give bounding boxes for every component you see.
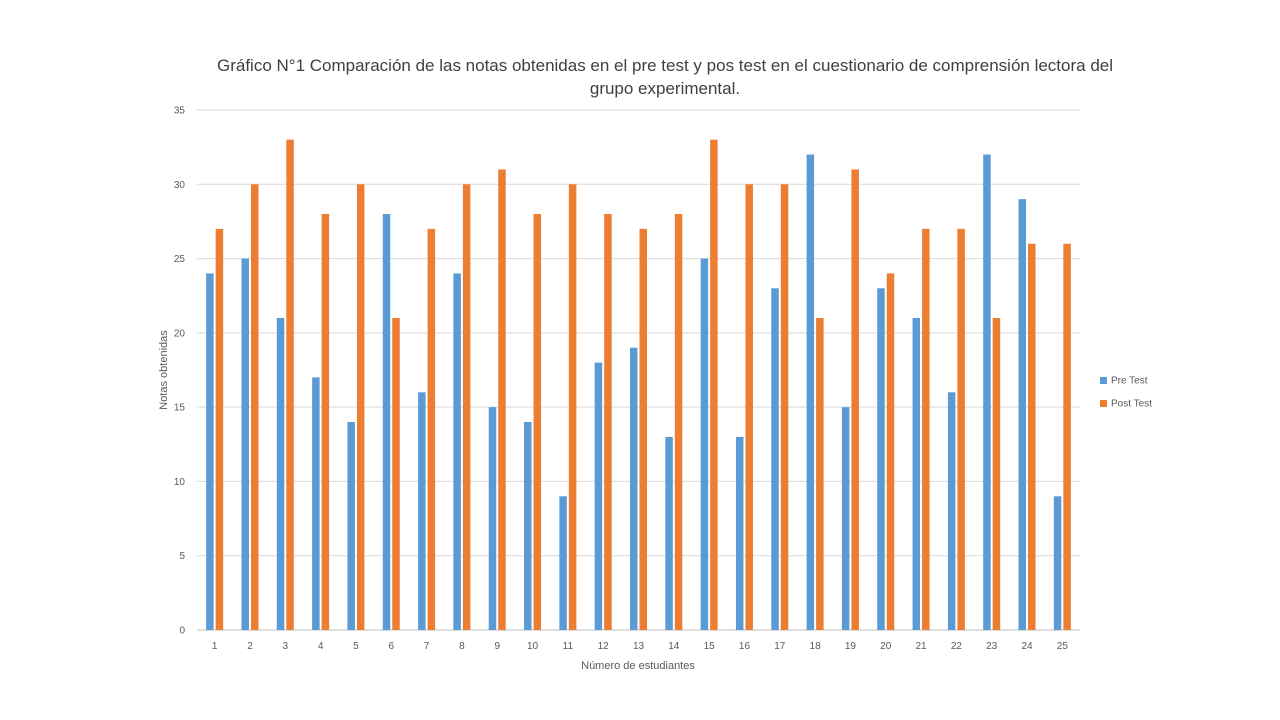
x-tick-label: 6	[388, 641, 394, 652]
x-tick-label: 10	[527, 641, 539, 652]
bar-post-test	[392, 318, 400, 630]
bar-post-test	[286, 139, 294, 630]
x-tick-label: 21	[915, 641, 927, 652]
x-tick-label: 11	[563, 641, 574, 652]
legend-label-pre-test: Pre Test	[1111, 376, 1148, 387]
bar-post-test	[250, 184, 259, 631]
legend-label-post-test: Post Test	[1111, 399, 1152, 410]
bar-post-test	[604, 214, 612, 630]
x-tick-label: 9	[494, 641, 500, 652]
x-tick-label: 16	[739, 641, 751, 652]
x-tick-label: 4	[318, 641, 324, 652]
bar-pre-test	[559, 496, 567, 630]
x-tick-label: 25	[1057, 641, 1069, 652]
legend-swatch-post-test	[1100, 400, 1107, 407]
x-tick-label: 14	[668, 641, 680, 652]
bar-post-test	[356, 184, 365, 631]
bar-pre-test	[418, 392, 426, 630]
bar-post-test	[816, 318, 824, 630]
bar-pre-test	[735, 436, 744, 630]
legend: Pre Test Post Test	[1100, 376, 1152, 410]
bar-post-test	[215, 228, 224, 630]
bar-post-test	[851, 169, 859, 630]
x-tick-label: 24	[1021, 641, 1033, 652]
y-tick-label: 10	[174, 477, 186, 488]
y-tick-label: 0	[179, 626, 185, 637]
bar-pre-test	[276, 318, 285, 630]
chart-title: Gráfico N°1 Comparación de las notas obt…	[216, 56, 1114, 98]
bar-pre-test	[877, 288, 885, 630]
bar-post-test	[780, 184, 789, 631]
x-tick-label: 18	[810, 641, 822, 652]
x-tick-label: 23	[986, 641, 998, 652]
bar-pre-test	[347, 422, 355, 630]
x-tick-label: 8	[459, 641, 465, 652]
y-tick-label: 35	[174, 106, 186, 117]
x-tick-label: 13	[633, 641, 645, 652]
bar-post-test	[639, 228, 647, 630]
bar-pre-test	[841, 407, 850, 630]
bars	[206, 139, 1071, 631]
bar-post-test	[992, 318, 1001, 630]
bar-post-test	[886, 273, 895, 630]
bar-pre-test	[983, 154, 991, 631]
bar-pre-test	[665, 436, 673, 630]
y-tick-label: 30	[174, 180, 186, 191]
bar-post-test	[533, 214, 542, 630]
bar-post-test	[745, 184, 753, 631]
bar-pre-test	[630, 347, 638, 630]
bar-pre-test	[206, 273, 214, 630]
bar-pre-test	[524, 422, 532, 630]
bar-post-test	[1063, 243, 1071, 630]
bar-pre-test	[241, 258, 249, 630]
x-tick-label: 15	[704, 641, 716, 652]
bar-pre-test	[912, 318, 921, 630]
y-tick-label: 20	[174, 328, 186, 339]
bar-post-test	[568, 184, 577, 631]
x-tick-label: 2	[247, 641, 253, 652]
bar-post-test	[922, 228, 930, 630]
y-tick-label: 15	[174, 403, 186, 414]
bar-pre-test	[382, 214, 391, 630]
bar-pre-test	[771, 288, 779, 630]
bar-post-test	[710, 139, 718, 630]
legend-swatch-pre-test	[1100, 377, 1107, 384]
y-axis-label: Notas obtenidas	[158, 330, 170, 410]
x-tick-label: 17	[774, 641, 786, 652]
bar-post-test	[462, 184, 471, 631]
x-tick-label: 22	[951, 641, 963, 652]
bar-post-test	[1028, 243, 1036, 630]
x-axis-label: Número de estudiantes	[581, 660, 695, 672]
gridlines	[197, 109, 1080, 631]
x-tick-label: 12	[598, 641, 610, 652]
y-tick-label: 25	[174, 254, 186, 265]
x-tick-label: 20	[880, 641, 892, 652]
y-tick-label: 5	[179, 551, 185, 562]
bar-pre-test	[1053, 496, 1062, 630]
bar-pre-test	[700, 258, 709, 630]
bar-post-test	[427, 228, 436, 630]
bar-pre-test	[947, 392, 956, 630]
x-tick-label: 1	[212, 641, 218, 652]
bar-pre-test	[453, 273, 461, 630]
bar-post-test	[957, 228, 965, 630]
bar-pre-test	[1018, 199, 1027, 630]
bar-post-test	[674, 214, 683, 630]
x-tick-label: 3	[283, 641, 289, 652]
bar-post-test	[321, 214, 330, 630]
bar-pre-test	[594, 362, 603, 630]
x-tick-label: 5	[353, 641, 359, 652]
bar-pre-test	[488, 407, 497, 630]
x-tick-label: 7	[424, 641, 430, 652]
bar-pre-test	[312, 377, 320, 630]
bar-post-test	[498, 169, 506, 630]
bar-pre-test	[806, 154, 815, 631]
x-tick-label: 19	[845, 641, 857, 652]
